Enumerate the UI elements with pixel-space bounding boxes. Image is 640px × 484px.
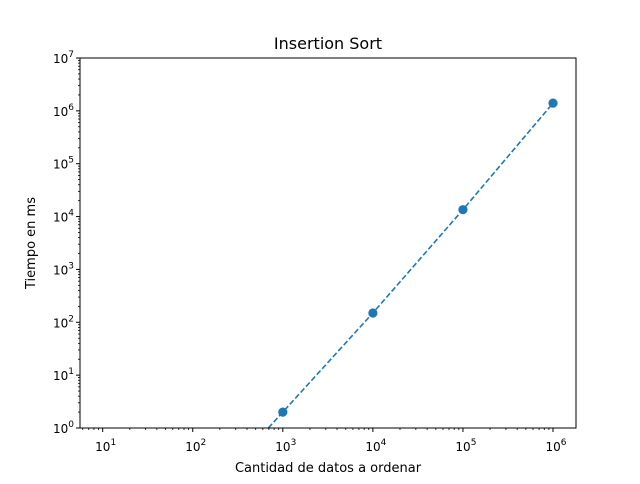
x-tick-label: 104 [365, 438, 386, 454]
data-point [548, 98, 558, 108]
plot-frame [79, 57, 577, 429]
y-tick-label: 103 [53, 261, 74, 277]
y-tick-label: 105 [53, 156, 74, 172]
series-line [267, 102, 554, 429]
chart-title: Insertion Sort [274, 34, 382, 53]
x-tick-label: 103 [275, 438, 296, 454]
x-tick-label: 102 [185, 438, 206, 454]
x-axis-label: Cantidad de datos a ordenar [235, 461, 422, 476]
y-tick-label: 107 [53, 50, 74, 66]
y-tick-label: 104 [53, 209, 74, 225]
data-point [278, 407, 288, 417]
data-point [368, 308, 378, 318]
x-tick-label: 101 [95, 438, 116, 454]
data-point [458, 205, 468, 215]
y-tick-label: 106 [53, 103, 74, 119]
ticks-layer: 101 102 103 104 105 106 100 101 102 103 104 105 106 1… [53, 50, 567, 454]
y-tick-label: 100 [53, 420, 74, 436]
y-tick-label: 101 [53, 367, 74, 383]
series-layer [267, 98, 558, 429]
x-tick-label: 105 [455, 438, 476, 454]
y-tick-label: 102 [53, 314, 74, 330]
x-tick-label: 106 [546, 438, 567, 454]
y-axis-label: Tiempo en ms [24, 197, 39, 290]
